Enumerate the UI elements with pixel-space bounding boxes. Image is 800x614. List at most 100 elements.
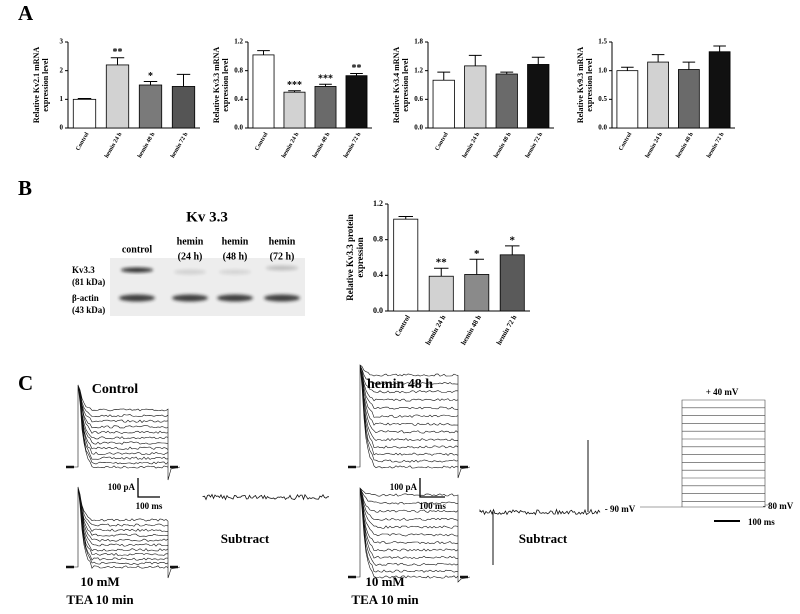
y-tick-label: 2 — [60, 66, 64, 74]
row-label: (81 kDa) — [72, 277, 105, 287]
x-tick-label: Control — [254, 131, 269, 152]
x-tick-label: Control — [75, 131, 90, 152]
significance: * — [148, 71, 153, 82]
y-tick-label: 1.0 — [598, 66, 607, 74]
x-tick-label: hemin 72 h — [495, 314, 519, 347]
protocol-label: + 40 mV — [706, 387, 739, 397]
y-axis-label: Relative Kv9.3 mRNA — [576, 47, 585, 123]
error-bar — [437, 71, 451, 81]
error-bar — [651, 54, 665, 63]
row-label: (43 kDa) — [72, 305, 105, 315]
x-tick-label: hemin 48 h — [675, 131, 695, 159]
lane-label: (72 h) — [270, 251, 295, 262]
scale-label: 100 ms — [136, 501, 163, 511]
blot-title: Kv 3.3 — [186, 209, 228, 225]
panel-label: C — [18, 371, 33, 395]
row-label: β-actin — [72, 293, 99, 303]
lane-label: control — [122, 244, 153, 255]
y-axis-label: Relative Kv3.3 protein — [345, 214, 355, 301]
significance: * — [510, 234, 516, 246]
blot-band — [121, 267, 153, 273]
y-tick-label: 1.2 — [234, 38, 243, 46]
x-tick-label: hemin 72 h — [525, 131, 545, 159]
y-tick-label: 0.0 — [373, 306, 383, 315]
y-tick-label: 0.8 — [234, 66, 243, 74]
bar — [499, 254, 525, 312]
y-axis-label: Relative Kv2.1 mRNA — [32, 47, 41, 123]
x-tick-label: hemin 72 h — [706, 131, 726, 159]
significance: ** — [113, 47, 123, 58]
bar — [527, 64, 550, 129]
lane-label: (48 h) — [223, 251, 248, 262]
bar — [464, 274, 490, 312]
scale-bar — [137, 478, 160, 498]
error-bar — [621, 66, 634, 71]
significance: ** — [352, 63, 362, 74]
scale-bar — [419, 478, 445, 498]
bar — [345, 75, 368, 129]
y-axis-label: Relative Kv3.4 mRNA — [392, 47, 401, 123]
subtract-label: Subtract — [221, 531, 270, 546]
lane-label: (24 h) — [178, 251, 203, 262]
significance: *** — [318, 74, 333, 85]
x-tick-label: Control — [393, 314, 412, 338]
subtracted-trace — [479, 508, 601, 516]
blot-band — [172, 294, 208, 302]
bar — [393, 218, 419, 312]
lane-label: hemin — [222, 236, 249, 247]
bar — [616, 70, 639, 129]
error-bar — [77, 97, 92, 100]
error-bar — [143, 81, 158, 85]
y-tick-label: 0.0 — [414, 124, 423, 132]
error-bar — [257, 50, 270, 55]
bar — [314, 86, 337, 129]
y-tick-label: 1.5 — [598, 38, 607, 46]
y-axis-label: Relative Kv3.3 mRNA — [212, 47, 221, 123]
significance: ** — [436, 257, 448, 269]
error-bar — [176, 73, 191, 87]
error-bar — [350, 73, 363, 76]
bar — [678, 69, 700, 129]
error-bar — [468, 54, 482, 66]
y-axis-label: expression level — [221, 58, 230, 112]
x-tick-label: hemin 48 h — [137, 131, 157, 159]
x-tick-label: hemin 24 h — [424, 314, 448, 347]
bar — [495, 73, 518, 129]
error-bar — [434, 267, 449, 277]
y-tick-label: 1.8 — [414, 38, 423, 46]
row-label: Kv3.3 — [72, 265, 95, 275]
error-bar — [319, 83, 332, 87]
y-tick-label: 0.8 — [373, 234, 383, 243]
current-trace — [74, 486, 181, 579]
blot-band — [174, 269, 206, 275]
current-trace — [356, 487, 471, 583]
error-bar — [505, 245, 520, 255]
y-tick-label: 3 — [60, 38, 64, 46]
y-tick-label: 0.5 — [598, 95, 607, 103]
treatment-label: 10 mM — [80, 574, 119, 589]
x-tick-label: hemin 48 h — [312, 131, 332, 159]
bar — [138, 84, 163, 129]
lane-label: hemin — [269, 236, 296, 247]
scale-label: 100 pA — [390, 482, 418, 492]
current-trace — [74, 384, 181, 481]
blot-band — [266, 265, 298, 271]
significance: *** — [287, 80, 302, 91]
bar — [105, 64, 130, 129]
error-bar — [531, 56, 545, 65]
lane-label: hemin — [177, 236, 204, 247]
x-tick-label: hemin 72 h — [343, 131, 363, 159]
bar — [171, 86, 196, 129]
bar — [432, 79, 455, 129]
y-axis-label: expression level — [401, 58, 410, 112]
x-tick-label: hemin 24 h — [462, 131, 482, 159]
y-axis-label: expression level — [585, 58, 594, 112]
error-bar — [398, 215, 413, 220]
bar — [464, 65, 487, 129]
error-bar — [713, 45, 726, 52]
x-tick-label: Control — [618, 131, 633, 152]
treatment-label: TEA 10 min — [66, 592, 134, 607]
y-axis-label: expression — [355, 237, 365, 277]
x-tick-label: hemin 48 h — [459, 314, 483, 347]
bar — [72, 98, 97, 129]
